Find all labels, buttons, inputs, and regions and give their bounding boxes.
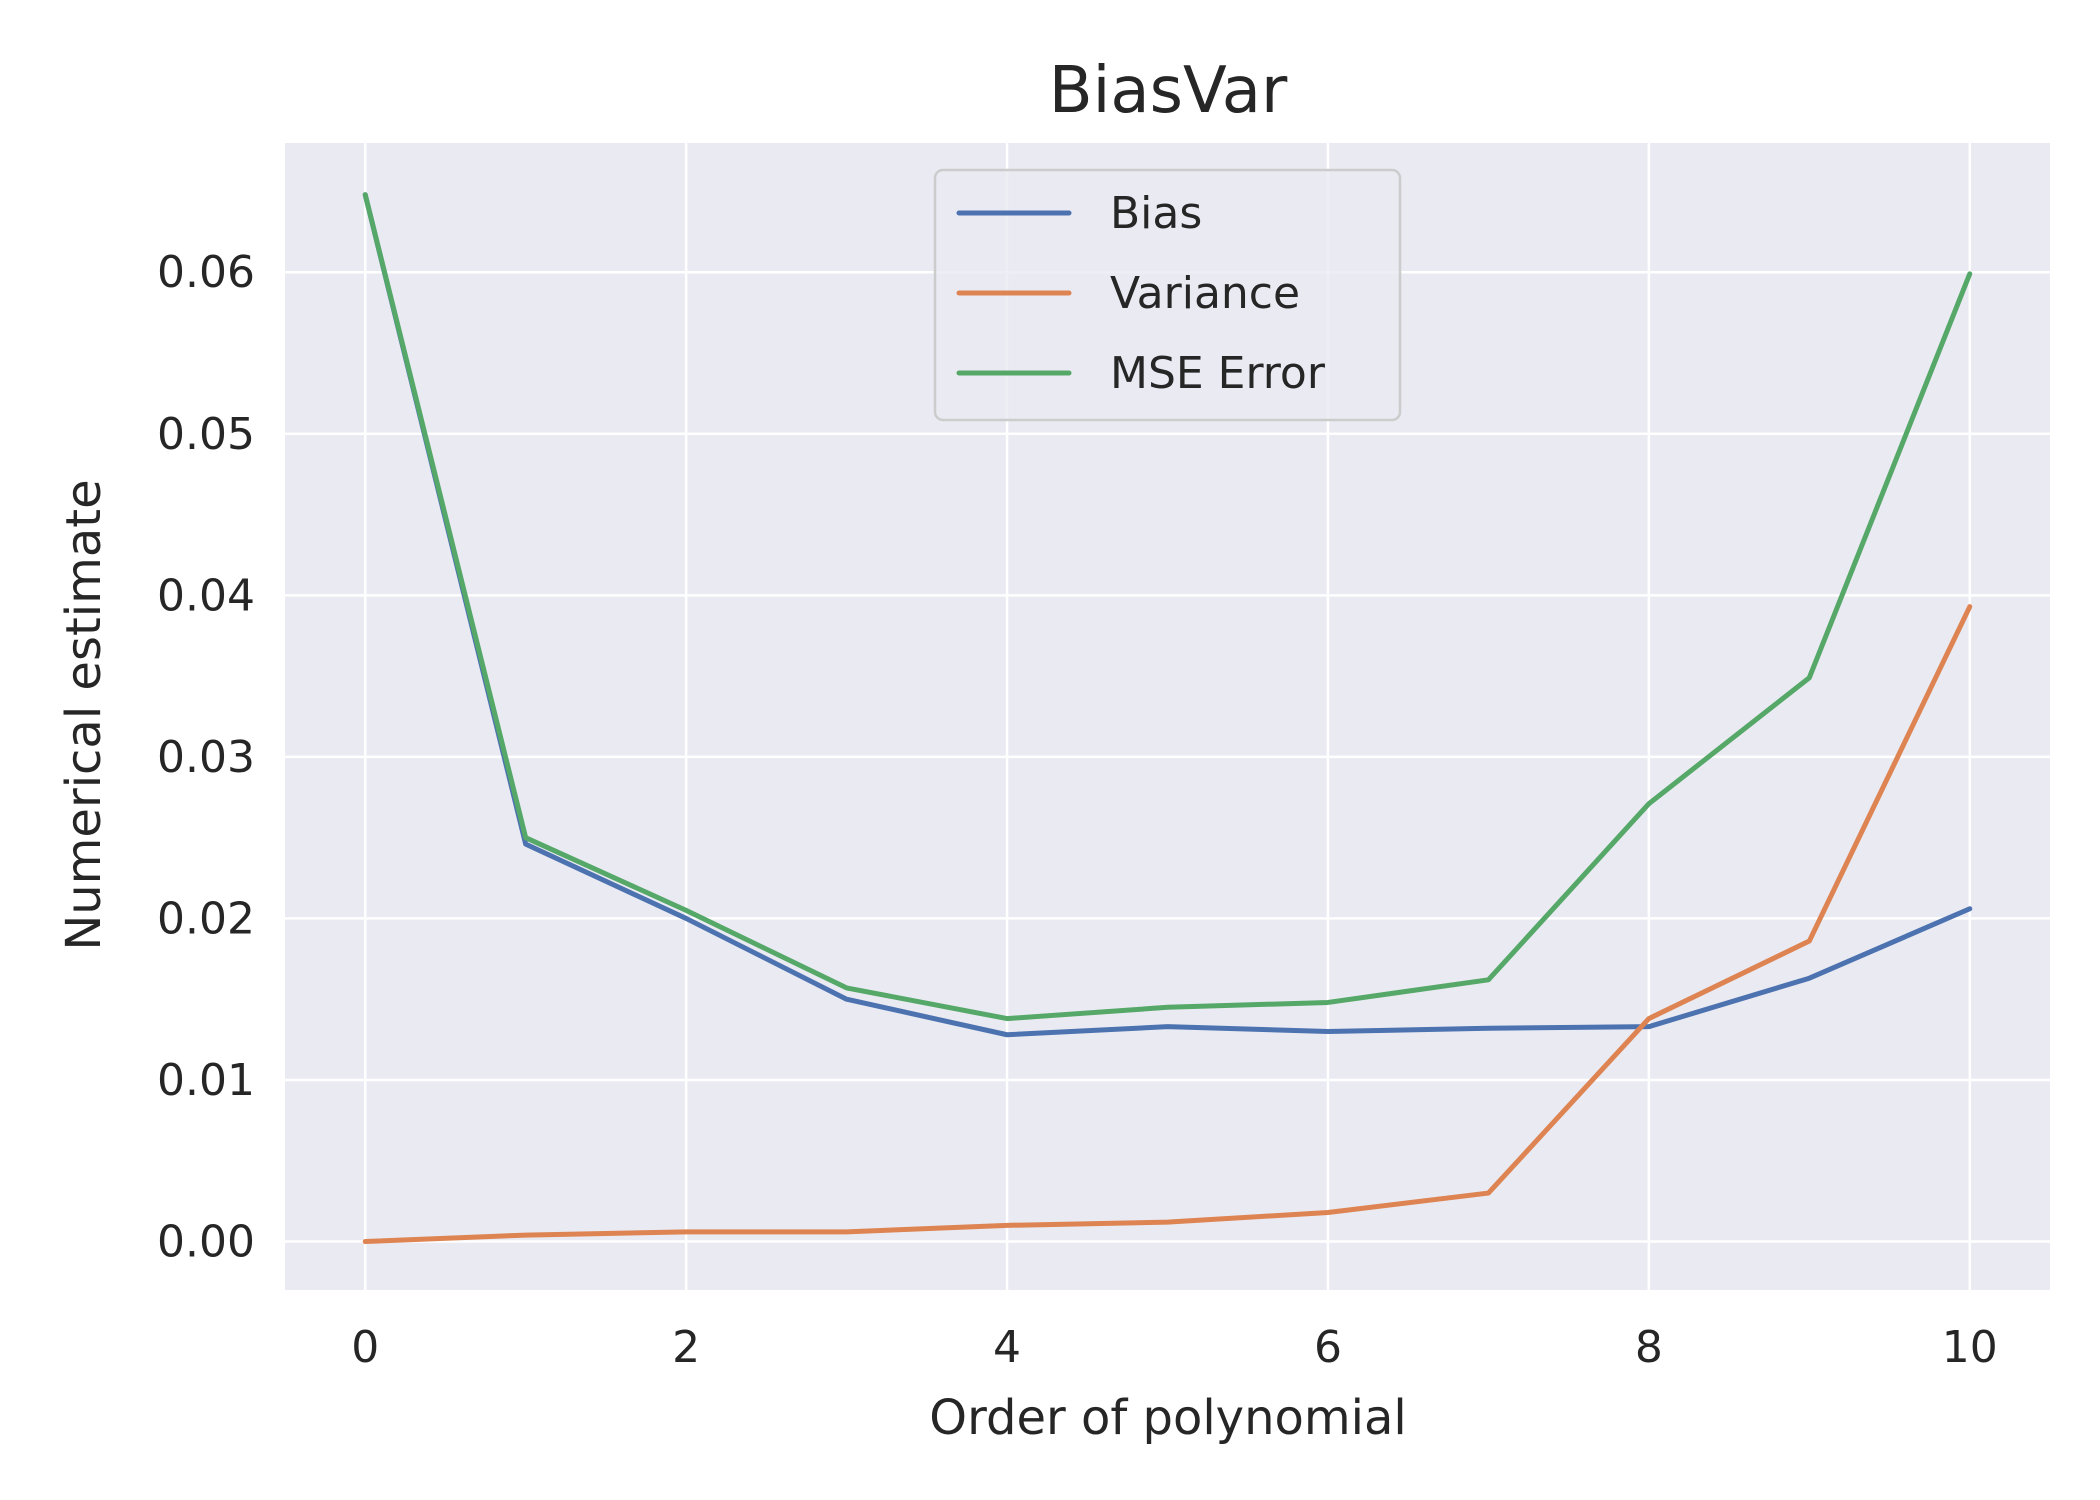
x-tick-label: 6 (1314, 1322, 1342, 1373)
y-tick-label: 0.03 (157, 732, 255, 783)
legend-label-variance: Variance (1110, 268, 1300, 319)
y-axis-title: Numerical estimate (56, 479, 112, 950)
y-tick-label: 0.05 (157, 409, 255, 460)
series-line-variance (362, 604, 1973, 1245)
legend-frame (933, 168, 1402, 422)
y-tick-label: 0.02 (157, 893, 255, 944)
legend: Bias Variance MSE Error (933, 168, 1402, 422)
chart-title: BiasVar (1049, 54, 1288, 128)
x-tick-label: 0 (351, 1322, 379, 1373)
y-tick-label: 0.01 (157, 1055, 255, 1106)
legend-label-bias: Bias (1110, 188, 1202, 239)
y-axis-ticks: 0.00 0.01 0.02 0.03 0.04 0.05 0.06 (157, 247, 255, 1267)
x-axis-title: Order of polynomial (929, 1390, 1406, 1446)
x-tick-label: 10 (1942, 1322, 1998, 1373)
x-axis-ticks: 0 2 4 6 8 10 (351, 1322, 1998, 1373)
series-lines (362, 192, 1973, 1245)
x-tick-label: 8 (1635, 1322, 1663, 1373)
series-line-mse-error (362, 192, 1973, 1022)
x-tick-label: 4 (993, 1322, 1021, 1373)
legend-label-mse-error: MSE Error (1110, 348, 1326, 399)
x-tick-label: 2 (672, 1322, 700, 1373)
grid-lines (285, 143, 2050, 1290)
series-line-bias (362, 192, 1973, 1038)
y-tick-label: 0.00 (157, 1217, 255, 1268)
y-tick-label: 0.04 (157, 570, 255, 621)
y-tick-label: 0.06 (157, 247, 255, 298)
